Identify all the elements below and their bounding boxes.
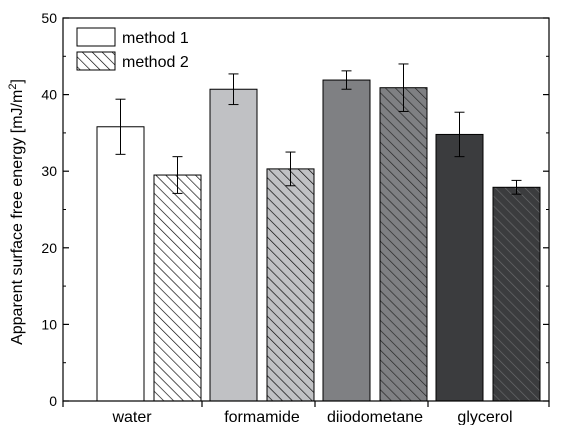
y-tick-label: 20 [41, 240, 57, 256]
bar-water-series-1 [96, 126, 145, 402]
y-tick-label: 30 [41, 163, 57, 179]
legend: method 1 method 2 [76, 27, 189, 71]
x-axis-ticks: water formamide diiodometane glycerol [62, 401, 550, 425]
y-axis-title-sup: 2 [7, 84, 19, 90]
bar-glycerol-series-2 [492, 186, 541, 402]
bar-diiodometane-series-1 [322, 79, 371, 402]
x-category-label: formamide [224, 409, 300, 425]
y-tick-label: 40 [41, 87, 57, 103]
y-axis-title: Apparent surface free energy [mJ/m2] [7, 79, 26, 345]
y-tick-label: 0 [49, 393, 57, 409]
bar-glycerol-series-1 [435, 133, 484, 402]
bars-layer [96, 79, 541, 402]
bar-diiodometane-series-2 [379, 87, 428, 402]
y-tick-label: 10 [41, 316, 57, 332]
y-axis-ticks: 0 10 20 30 40 50 [41, 10, 549, 409]
x-category-label: diiodometane [327, 409, 423, 425]
legend-swatch-method-2 [76, 51, 116, 71]
bar-water-series-2 [153, 174, 202, 402]
y-axis-title-end: ] [9, 79, 26, 83]
error-bars-layer [115, 63, 522, 195]
bar-formamide-series-1 [209, 88, 258, 402]
bar-formamide-series-2 [266, 168, 315, 402]
legend-label-method-1: method 1 [122, 30, 189, 47]
legend-swatch-method-1 [76, 27, 116, 47]
y-tick-label: 50 [41, 10, 57, 26]
x-category-label: glycerol [457, 409, 512, 425]
legend-label-method-2: method 2 [122, 54, 189, 71]
x-category-label: water [111, 409, 152, 425]
